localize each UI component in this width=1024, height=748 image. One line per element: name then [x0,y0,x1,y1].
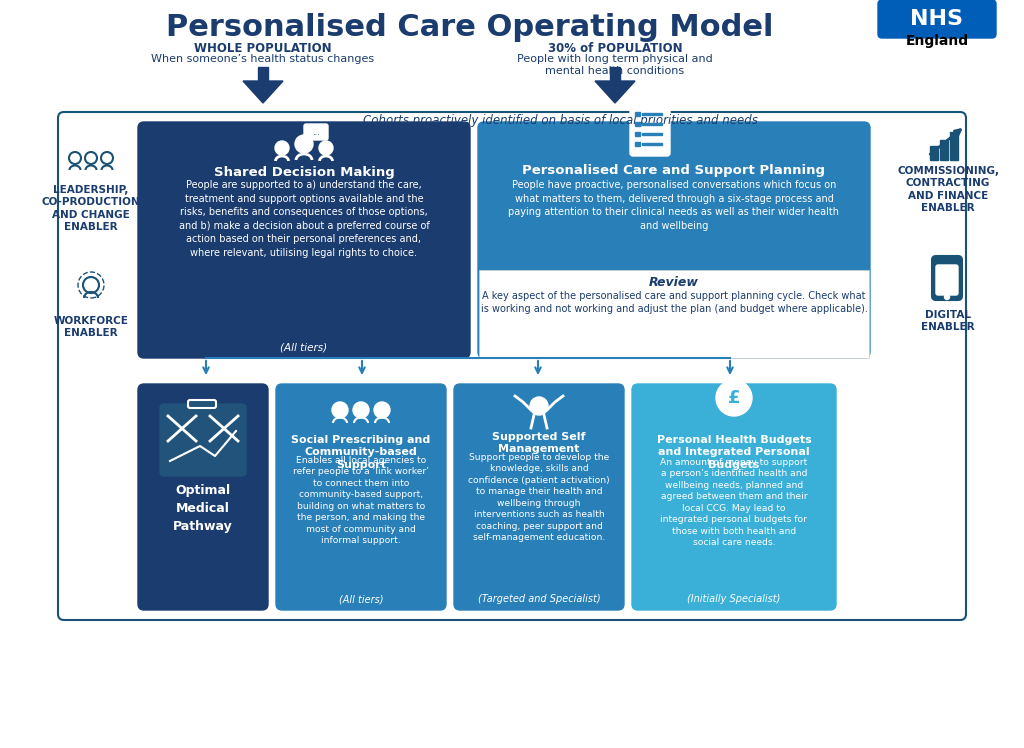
Text: Review: Review [649,276,699,289]
FancyBboxPatch shape [642,143,662,145]
Polygon shape [243,81,283,103]
FancyBboxPatch shape [635,132,640,136]
FancyBboxPatch shape [138,384,268,610]
Text: England: England [905,34,969,48]
Text: £: £ [728,389,740,407]
Text: COMMISSIONING,
CONTRACTING
AND FINANCE
ENABLER: COMMISSIONING, CONTRACTING AND FINANCE E… [897,166,999,213]
Text: (All tiers): (All tiers) [281,342,328,352]
FancyBboxPatch shape [478,122,870,358]
FancyBboxPatch shape [454,384,624,610]
Text: When someone’s health status changes: When someone’s health status changes [152,54,375,64]
FancyBboxPatch shape [642,132,662,135]
Text: WORKFORCE
ENABLER: WORKFORCE ENABLER [53,316,128,338]
Text: Optimal
Medical
Pathway: Optimal Medical Pathway [173,484,232,533]
Text: Personalised Care and Support Planning: Personalised Care and Support Planning [522,164,825,177]
Text: (All tiers): (All tiers) [339,594,383,604]
FancyBboxPatch shape [950,132,958,160]
Text: A key aspect of the personalised care and support planning cycle. Check what
is : A key aspect of the personalised care an… [480,291,867,314]
Circle shape [353,402,369,418]
Text: Supported Self
Management: Supported Self Management [493,432,586,454]
FancyBboxPatch shape [630,106,670,156]
Text: WHOLE POPULATION: WHOLE POPULATION [195,42,332,55]
FancyBboxPatch shape [936,265,958,295]
FancyBboxPatch shape [642,123,662,125]
Text: Enables all local agencies to
refer people to a ‘link worker’
to connect them in: Enables all local agencies to refer peop… [293,456,429,545]
Circle shape [716,380,752,416]
FancyBboxPatch shape [635,112,640,116]
FancyBboxPatch shape [479,270,869,358]
FancyBboxPatch shape [58,112,966,620]
Text: Personal Health Budgets
and Integrated Personal
Budgets: Personal Health Budgets and Integrated P… [656,435,811,470]
Text: Shared Decision Making: Shared Decision Making [214,166,394,179]
FancyBboxPatch shape [160,404,246,476]
FancyBboxPatch shape [276,384,446,610]
Text: People with long term physical and
mental health conditions: People with long term physical and menta… [517,54,713,76]
FancyBboxPatch shape [188,400,216,408]
Circle shape [332,402,348,418]
Text: People have proactive, personalised conversations which focus on
what matters to: People have proactive, personalised conv… [509,180,840,231]
FancyBboxPatch shape [632,384,836,610]
FancyBboxPatch shape [642,112,662,115]
Text: Personalised Care Operating Model: Personalised Care Operating Model [166,13,774,42]
FancyBboxPatch shape [258,67,268,81]
Text: Support people to develop the
knowledge, skills and
confidence (patient activati: Support people to develop the knowledge,… [468,453,610,542]
Text: DIGITAL
ENABLER: DIGITAL ENABLER [922,310,975,332]
FancyBboxPatch shape [635,122,640,126]
Text: LEADERSHIP,
CO-PRODUCTION
AND CHANGE
ENABLER: LEADERSHIP, CO-PRODUCTION AND CHANGE ENA… [42,185,140,232]
Text: Social Prescribing and
Community-based
Support: Social Prescribing and Community-based S… [292,435,431,470]
FancyBboxPatch shape [726,372,742,382]
Text: ...: ... [312,127,319,136]
Circle shape [944,295,949,299]
FancyBboxPatch shape [635,142,640,146]
Text: NHS: NHS [910,9,964,29]
Circle shape [530,397,548,415]
FancyBboxPatch shape [930,146,938,160]
FancyBboxPatch shape [138,122,470,358]
FancyBboxPatch shape [940,140,948,160]
FancyBboxPatch shape [932,256,962,300]
Circle shape [275,141,289,155]
Text: (Targeted and Specialist): (Targeted and Specialist) [477,594,600,604]
Circle shape [295,135,313,153]
Text: (Initially Specialist): (Initially Specialist) [687,594,780,604]
Text: People are supported to a) understand the care,
treatment and support options av: People are supported to a) understand th… [178,180,429,258]
Polygon shape [595,81,635,103]
Text: 30% of POPULATION: 30% of POPULATION [548,42,682,55]
Text: Cohorts proactively identified on basis of local priorities and needs: Cohorts proactively identified on basis … [362,114,758,127]
FancyBboxPatch shape [304,124,328,140]
Circle shape [374,402,390,418]
FancyBboxPatch shape [878,0,996,38]
Text: An amount of money to support
a person’s identified health and
wellbeing needs, : An amount of money to support a person’s… [660,458,808,547]
Circle shape [319,141,333,155]
FancyBboxPatch shape [610,67,620,81]
